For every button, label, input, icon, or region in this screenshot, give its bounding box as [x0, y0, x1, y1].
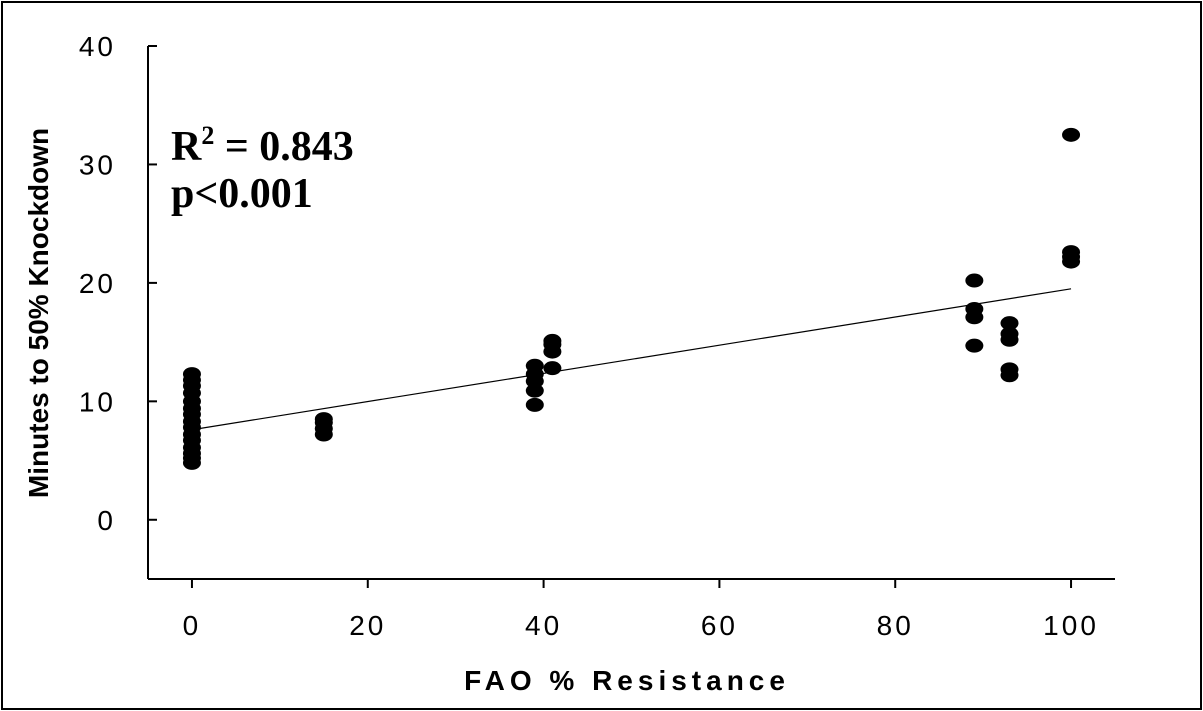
data-point — [1062, 245, 1081, 260]
data-point — [1000, 316, 1019, 331]
data-point — [525, 397, 544, 412]
data-point — [965, 338, 984, 353]
data-point — [965, 273, 984, 288]
regression-line — [191, 288, 1072, 431]
y-tick-label: 0 — [97, 505, 116, 536]
r-squared-superscript: 2 — [201, 121, 214, 150]
x-ticks: 0 20 40 60 80 100 — [183, 579, 1099, 641]
y-tick-label: 40 — [79, 31, 116, 62]
data-point — [1000, 326, 1019, 341]
data-point — [314, 412, 333, 427]
x-tick-label: 40 — [525, 610, 562, 641]
x-tick-label: 80 — [877, 610, 914, 641]
data-points — [182, 127, 1081, 470]
x-tick-label: 100 — [1043, 610, 1099, 641]
data-point — [1000, 362, 1019, 377]
r-squared-prefix: R — [171, 124, 202, 170]
data-point — [182, 367, 201, 382]
data-point — [525, 358, 544, 373]
y-ticks: 0 10 20 30 40 — [79, 31, 157, 536]
x-tick-label: 0 — [183, 610, 202, 641]
x-tick-label: 60 — [701, 610, 738, 641]
x-axis-title: FAO % Resistance — [464, 665, 790, 696]
y-tick-label: 10 — [79, 386, 116, 417]
y-tick-label: 30 — [79, 149, 116, 180]
r-squared-value: = 0.843 — [214, 124, 353, 170]
x-tick-label: 20 — [349, 610, 386, 641]
r-squared-annotation: R2 = 0.843 — [171, 121, 354, 170]
y-tick-label: 20 — [79, 268, 116, 299]
data-point — [1062, 127, 1081, 142]
y-axis-title: Minutes to 50% Knockdown — [23, 128, 54, 498]
p-value-annotation: p<0.001 — [171, 171, 313, 217]
data-point — [543, 333, 562, 348]
axes — [147, 46, 1115, 580]
